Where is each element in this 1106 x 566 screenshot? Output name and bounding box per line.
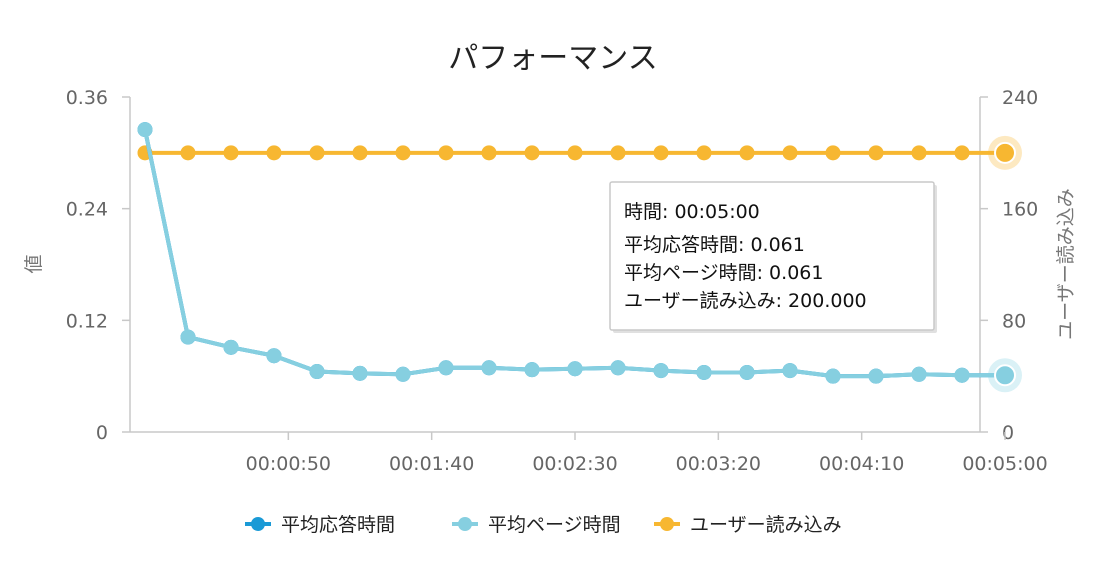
data-point bbox=[782, 145, 798, 161]
data-point bbox=[567, 145, 583, 161]
y2-tick-label: 160 bbox=[1002, 199, 1038, 221]
data-point bbox=[180, 145, 196, 161]
data-point bbox=[653, 145, 669, 161]
chart-title: パフォーマンス bbox=[448, 41, 657, 76]
data-point bbox=[868, 145, 884, 161]
data-point bbox=[137, 122, 153, 138]
x-tick-label: 00:05:00 bbox=[962, 453, 1047, 475]
tooltip-line: 平均ページ時間: 0.061 bbox=[624, 262, 823, 284]
data-point bbox=[825, 368, 841, 384]
data-point bbox=[438, 360, 454, 376]
tooltip-line: 平均応答時間: 0.061 bbox=[624, 234, 805, 256]
data-point bbox=[395, 145, 411, 161]
data-point bbox=[481, 360, 497, 376]
tooltip-line: ユーザー読み込み: 200.000 bbox=[624, 290, 867, 312]
legend-label: ユーザー読み込み bbox=[690, 514, 842, 536]
y-axis-title: 値 bbox=[23, 254, 45, 273]
y2-axis-title: ユーザー読み込み bbox=[1055, 188, 1077, 340]
data-point bbox=[994, 141, 1017, 164]
data-point bbox=[223, 339, 239, 355]
data-point bbox=[911, 145, 927, 161]
series-2 bbox=[137, 135, 1023, 170]
data-point bbox=[610, 145, 626, 161]
x-tick-label: 00:03:20 bbox=[676, 453, 761, 475]
data-point bbox=[395, 366, 411, 382]
y-tick-label: 0.36 bbox=[66, 87, 108, 109]
data-point bbox=[954, 367, 970, 383]
data-point bbox=[524, 145, 540, 161]
data-point bbox=[610, 360, 626, 376]
data-point bbox=[782, 363, 798, 379]
data-point bbox=[438, 145, 454, 161]
y2-tick-label: 240 bbox=[1002, 87, 1038, 109]
data-point bbox=[266, 348, 282, 364]
x-tick-label: 00:04:10 bbox=[819, 453, 904, 475]
data-point bbox=[309, 364, 325, 380]
data-point bbox=[481, 145, 497, 161]
data-point bbox=[309, 145, 325, 161]
data-point bbox=[524, 362, 540, 378]
x-tick-label: 00:01:40 bbox=[389, 453, 474, 475]
data-point bbox=[868, 368, 884, 384]
x-tick-label: 00:02:30 bbox=[532, 453, 617, 475]
legend-marker bbox=[458, 517, 472, 531]
data-point bbox=[739, 145, 755, 161]
y2-tick-label: 80 bbox=[1002, 310, 1026, 332]
data-point bbox=[994, 364, 1017, 387]
data-point bbox=[352, 145, 368, 161]
data-point bbox=[567, 361, 583, 377]
y-tick-label: 0 bbox=[96, 422, 108, 444]
data-point bbox=[653, 363, 669, 379]
y-tick-label: 0.24 bbox=[66, 199, 108, 221]
data-point bbox=[266, 145, 282, 161]
legend-label: 平均応答時間 bbox=[281, 514, 395, 536]
legend-marker bbox=[251, 517, 265, 531]
data-point bbox=[180, 329, 196, 345]
data-point bbox=[696, 364, 712, 380]
series-1 bbox=[137, 122, 1023, 393]
data-point bbox=[954, 145, 970, 161]
tooltip-box bbox=[609, 181, 935, 331]
legend-label: 平均ページ時間 bbox=[488, 514, 621, 536]
data-point bbox=[911, 366, 927, 382]
data-point bbox=[223, 145, 239, 161]
legend-marker bbox=[660, 517, 674, 531]
tooltip-line: 時間: 00:05:00 bbox=[624, 201, 760, 223]
x-tick-label: 00:00:50 bbox=[246, 453, 331, 475]
y2-tick-label: 0 bbox=[1002, 422, 1014, 444]
data-point bbox=[696, 145, 712, 161]
data-point bbox=[739, 364, 755, 380]
data-point bbox=[825, 145, 841, 161]
y-tick-label: 0.12 bbox=[66, 310, 108, 332]
data-point bbox=[352, 365, 368, 381]
